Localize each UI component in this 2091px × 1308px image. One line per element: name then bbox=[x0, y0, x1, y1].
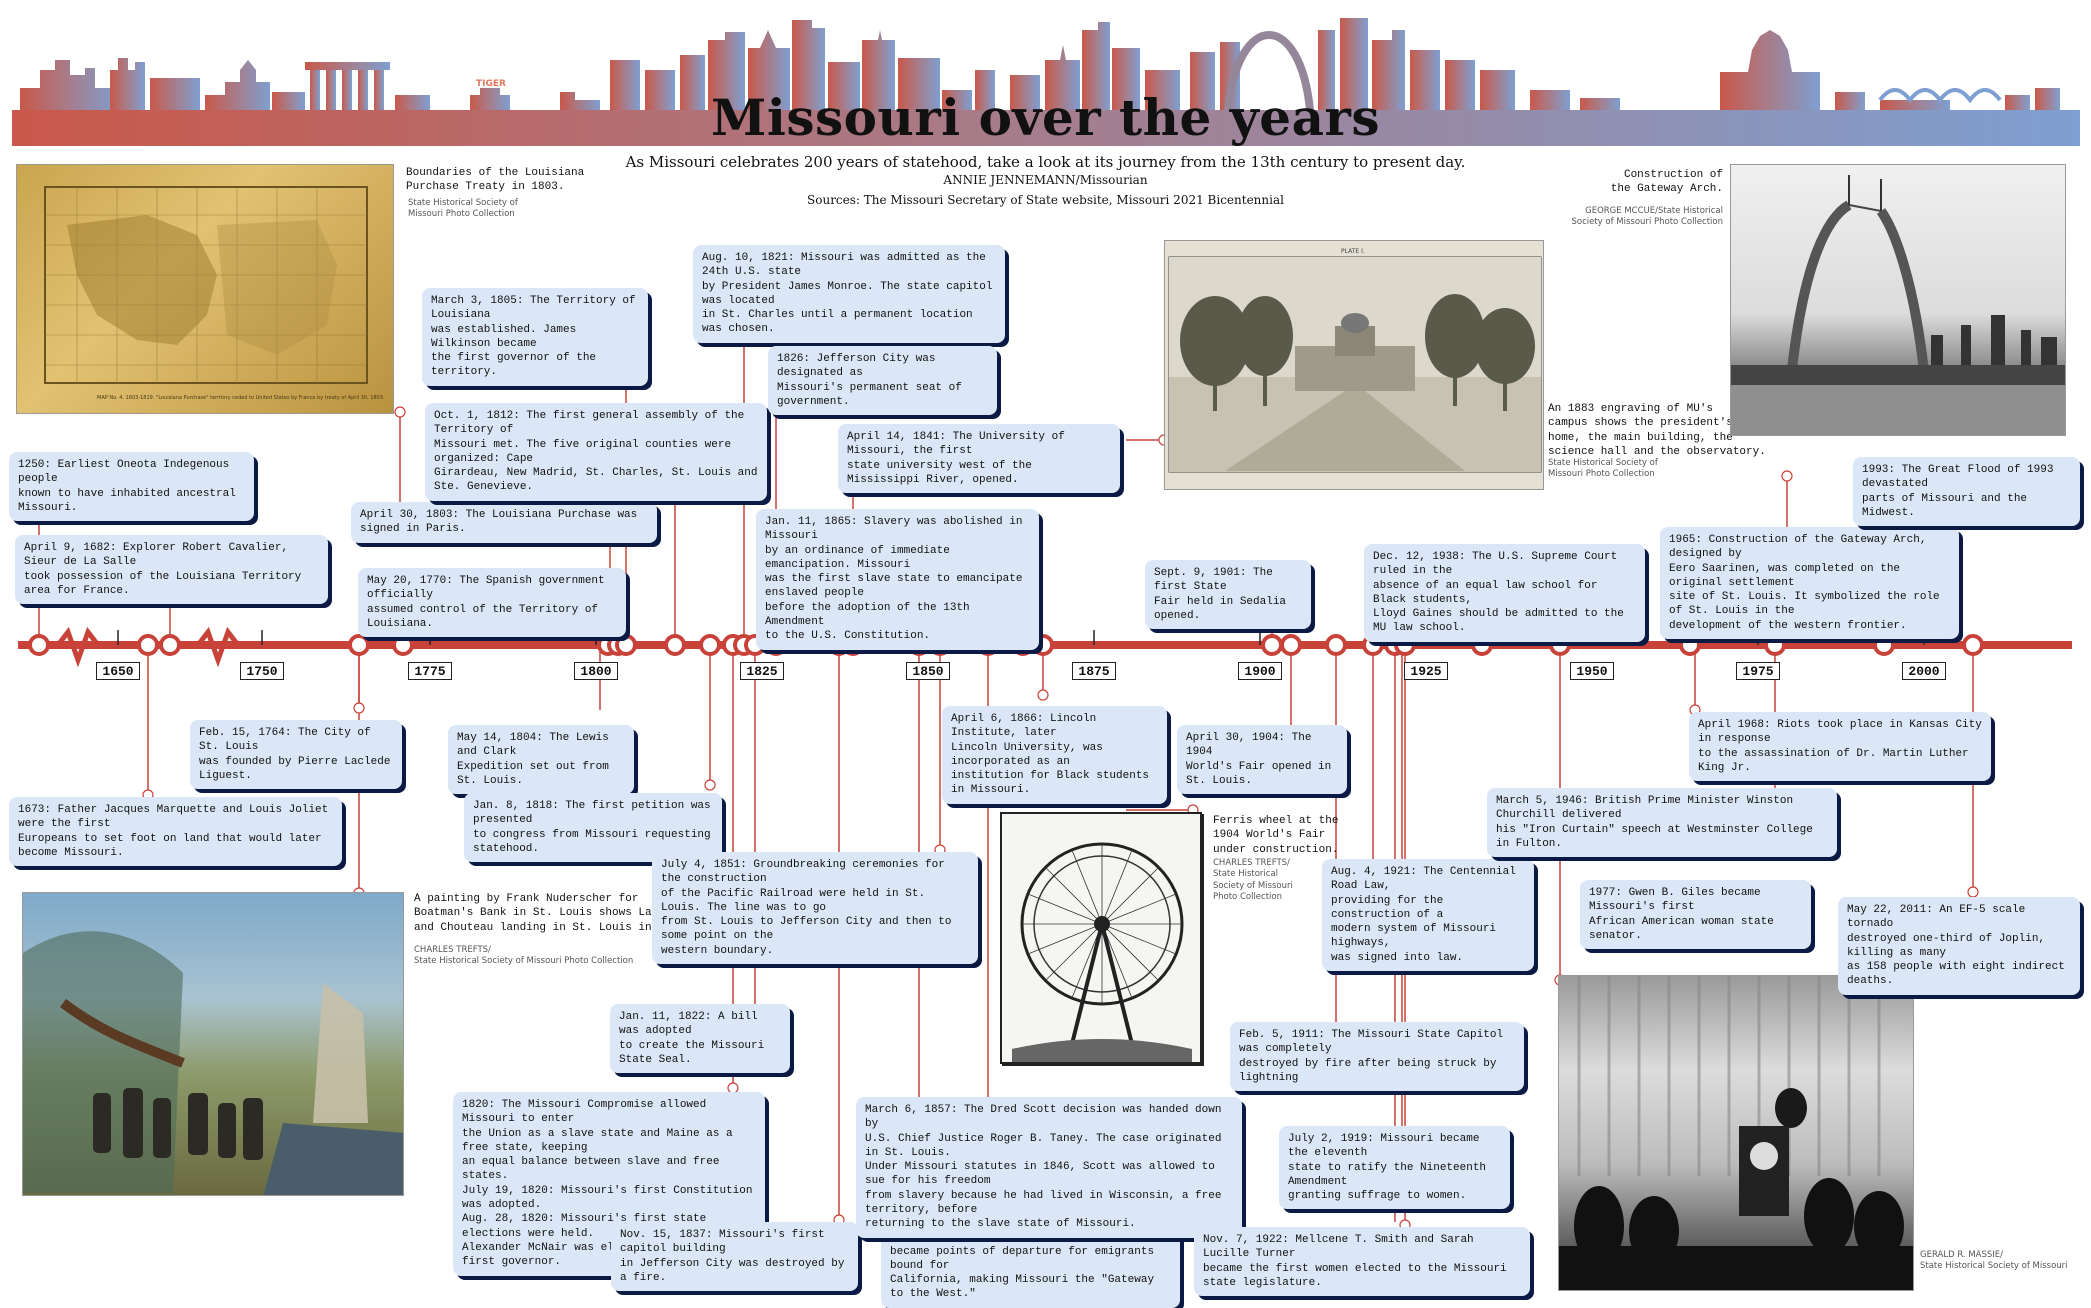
ferris-credit: CHARLES TREFTS/ State Historical Society… bbox=[1213, 858, 1293, 903]
event-1841: April 14, 1841: The University of Missou… bbox=[838, 424, 1120, 494]
painting-graphic bbox=[23, 931, 403, 1195]
arch-caption: Construction of the Gateway Arch. bbox=[1610, 169, 1723, 196]
year-label: 1900 bbox=[1238, 662, 1282, 680]
map-legend-text: MAP No. 4. 1803-1819. "Louisiana Purchas… bbox=[97, 395, 385, 401]
event-1805: March 3, 1805: The Territory of Louisian… bbox=[422, 288, 648, 386]
axis-break bbox=[196, 626, 240, 668]
event-1818: Jan. 8, 1818: The first petition was pre… bbox=[464, 793, 722, 863]
event-1803: April 30, 1803: The Louisiana Purchase w… bbox=[351, 502, 657, 543]
skyline-banner: TIGER bbox=[12, 18, 2080, 146]
event-1857: March 6, 1857: The Dred Scott decision w… bbox=[856, 1097, 1242, 1238]
event-1837: Nov. 15, 1837: Missouri's first capitol … bbox=[611, 1222, 858, 1292]
event-1673: 1673: Father Jacques Marquette and Louis… bbox=[9, 797, 342, 867]
event-1968: April 1968: Riots took place in Kansas C… bbox=[1689, 712, 1991, 782]
event-1965: 1965: Construction of the Gateway Arch, … bbox=[1660, 527, 1959, 640]
year-label: 1950 bbox=[1570, 662, 1614, 680]
event-1911: Feb. 5, 1911: The Missouri State Capitol… bbox=[1230, 1022, 1524, 1092]
ferris-caption: Ferris wheel at the 1904 World's Fair un… bbox=[1213, 815, 1339, 856]
year-label: 1800 bbox=[574, 662, 618, 680]
map-graphic: MAP No. 4. 1803-1819. "Louisiana Purchas… bbox=[44, 186, 385, 401]
event-1919: July 2, 1919: Missouri became the eleven… bbox=[1279, 1126, 1510, 1210]
year-label: 1825 bbox=[740, 662, 784, 680]
event-1812: Oct. 1, 1812: The first general assembly… bbox=[425, 403, 767, 501]
event-1901: Sept. 9, 1901: The first State Fair held… bbox=[1145, 560, 1311, 630]
year-label: 1875 bbox=[1072, 662, 1116, 680]
painting-credit: CHARLES TREFTS/ State Historical Society… bbox=[414, 945, 634, 967]
louisiana-map-photo: MAP No. 4. 1803-1819. "Louisiana Purchas… bbox=[16, 164, 394, 414]
byline: ANNIE JENNEMANN/Missourian bbox=[943, 173, 1148, 187]
event-1822: Jan. 11, 1822: A bill was adopted to cre… bbox=[610, 1004, 790, 1074]
event-2011: May 22, 2011: An EF-5 scale tornado dest… bbox=[1838, 897, 2080, 995]
sources: Sources: The Missouri Secretary of State… bbox=[807, 193, 1284, 207]
event-1851: July 4, 1851: Groundbreaking ceremonies … bbox=[652, 852, 978, 965]
event-1821: Aug. 10, 1821: Missouri was admitted as … bbox=[693, 245, 1005, 343]
event-1820: 1820: The Missouri Compromise allowed Mi… bbox=[453, 1092, 765, 1276]
mu-caption: An 1883 engraving of MU's campus shows t… bbox=[1548, 403, 1766, 458]
engraving-graphic: PLATE I. bbox=[1168, 248, 1542, 473]
event-1764: Feb. 15, 1764: The City of St. Louis was… bbox=[190, 720, 402, 790]
event-1866: April 6, 1866: Lincoln Institute, later … bbox=[942, 706, 1167, 804]
axis-break bbox=[56, 626, 100, 668]
event-1946: March 5, 1946: British Prime Minister Wi… bbox=[1487, 788, 1837, 858]
event-1904: April 30, 1904: The 1904 World's Fair op… bbox=[1177, 725, 1347, 795]
event-1682: April 9, 1682: Explorer Robert Cavalier,… bbox=[15, 535, 328, 605]
engraving-plate-label: PLATE I. bbox=[1341, 248, 1365, 255]
ferris-graphic bbox=[1012, 842, 1192, 1062]
event-1865: Jan. 11, 1865: Slavery was abolished in … bbox=[756, 509, 1039, 650]
churchill-credit: GERALD R. MASSIE/ State Historical Socie… bbox=[1920, 1250, 2068, 1272]
mu-credit: State Historical Society of Missouri Pho… bbox=[1548, 458, 1658, 480]
year-label: 1975 bbox=[1736, 662, 1780, 680]
year-label: 1650 bbox=[96, 662, 140, 680]
event-1921: Aug. 4, 1921: The Centennial Road Law, p… bbox=[1322, 859, 1534, 972]
arch-credit: GEORGE MCCUE/State Historical Society of… bbox=[1571, 206, 1723, 228]
event-1250: 1250: Earliest Oneota Indegenous people … bbox=[9, 452, 254, 522]
painting-caption: A painting by Frank Nuderscher for Boatm… bbox=[414, 893, 691, 934]
gateway-arch-photo bbox=[1730, 164, 2066, 436]
mu-engraving-photo: PLATE I. bbox=[1164, 240, 1544, 490]
year-label: 2000 bbox=[1902, 662, 1946, 680]
year-label: 1850 bbox=[906, 662, 950, 680]
arch-graphic bbox=[1731, 175, 2065, 435]
tiger-sign: TIGER bbox=[476, 79, 506, 89]
page-subtitle: As Missouri celebrates 200 years of stat… bbox=[625, 153, 1466, 171]
churchill-graphic bbox=[1559, 976, 1913, 1290]
event-1922: Nov. 7, 1922: Mellcene T. Smith and Sara… bbox=[1194, 1227, 1530, 1297]
event-1804: May 14, 1804: The Lewis and Clark Expedi… bbox=[448, 725, 634, 795]
page-title: Missouri over the years bbox=[711, 88, 1380, 147]
event-1993: 1993: The Great Flood of 1993 devastated… bbox=[1853, 457, 2080, 527]
event-1977: 1977: Gwen B. Giles became Missouri's fi… bbox=[1580, 880, 1811, 950]
event-1938: Dec. 12, 1938: The U.S. Supreme Court ru… bbox=[1364, 544, 1645, 642]
year-label: 1925 bbox=[1404, 662, 1448, 680]
map-caption: Boundaries of the Louisiana Purchase Tre… bbox=[406, 167, 585, 194]
year-label: 1775 bbox=[408, 662, 452, 680]
event-1826: 1826: Jefferson City was designated as M… bbox=[768, 346, 997, 416]
map-credit: State Historical Society of Missouri Pho… bbox=[408, 198, 518, 220]
year-label: 1750 bbox=[240, 662, 284, 680]
event-1770: May 20, 1770: The Spanish government off… bbox=[358, 568, 626, 638]
churchill-speech-photo bbox=[1558, 975, 1914, 1291]
ferris-wheel-photo bbox=[1000, 812, 1202, 1064]
laclede-painting-photo bbox=[22, 892, 404, 1196]
